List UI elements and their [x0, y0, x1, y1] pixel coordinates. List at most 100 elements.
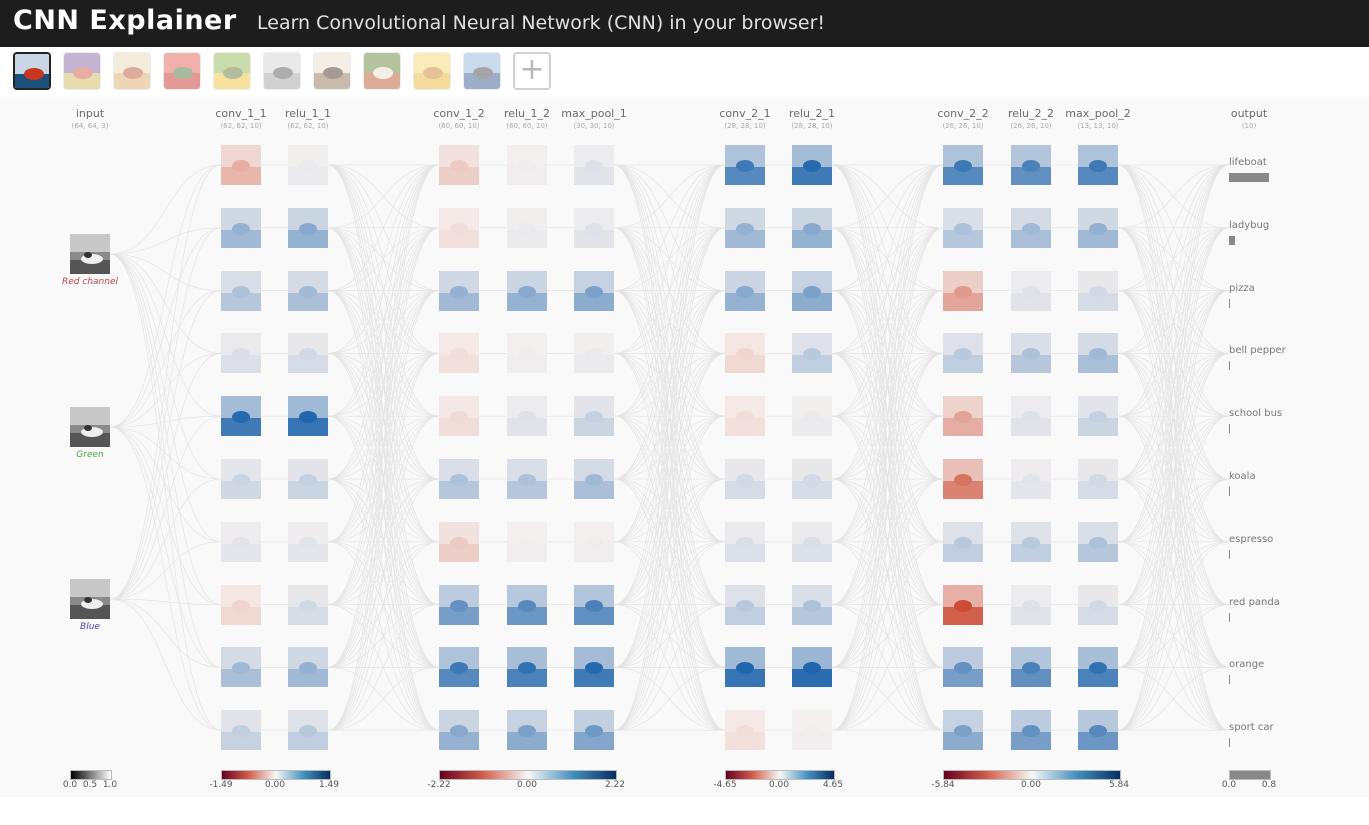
- feature-map-conv_2_1[interactable]: [725, 584, 765, 625]
- feature-map-relu_2_2[interactable]: [1011, 647, 1051, 688]
- layer-title-output[interactable]: output: [1230, 107, 1268, 120]
- feature-map-max_pool_1[interactable]: [574, 270, 614, 311]
- feature-map-relu_2_1[interactable]: [792, 333, 832, 374]
- feature-map-conv_2_2[interactable]: [943, 521, 983, 562]
- feature-map-relu_2_2[interactable]: [1011, 207, 1051, 248]
- feature-map-relu_2_2[interactable]: [1011, 584, 1051, 625]
- feature-map-conv_1_1[interactable]: [221, 459, 261, 499]
- output-label[interactable]: sport car: [1229, 722, 1274, 734]
- feature-map-conv_2_1[interactable]: [725, 521, 765, 562]
- feature-map-relu_1_1[interactable]: [288, 584, 328, 625]
- feature-map-relu_2_2[interactable]: [1011, 710, 1051, 751]
- feature-map-conv_2_1[interactable]: [725, 647, 765, 688]
- thumbnail-red-panda[interactable]: [363, 52, 401, 90]
- feature-map-max_pool_1[interactable]: [574, 333, 614, 374]
- feature-map-relu_1_1[interactable]: [288, 521, 328, 562]
- feature-map-max_pool_1[interactable]: [574, 145, 614, 185]
- output-label[interactable]: koala: [1229, 471, 1256, 482]
- feature-map-conv_1_2[interactable]: [439, 647, 479, 688]
- feature-map-conv_1_2[interactable]: [439, 270, 479, 311]
- feature-map-conv_2_1[interactable]: [725, 270, 765, 311]
- feature-map-relu_1_1[interactable]: [288, 396, 328, 437]
- feature-map-conv_1_2[interactable]: [439, 333, 479, 374]
- feature-map-relu_2_1[interactable]: [792, 584, 832, 625]
- feature-map-max_pool_1[interactable]: [574, 584, 614, 625]
- feature-map-relu_1_2[interactable]: [507, 396, 547, 437]
- feature-map-conv_2_2[interactable]: [943, 584, 983, 625]
- feature-map-relu_1_1[interactable]: [288, 270, 328, 311]
- feature-map-relu_2_1[interactable]: [792, 459, 832, 499]
- feature-map-relu_1_1[interactable]: [288, 207, 328, 248]
- feature-map-conv_1_1[interactable]: [221, 145, 261, 185]
- feature-map-relu_2_1[interactable]: [792, 396, 832, 437]
- feature-map-max_pool_2[interactable]: [1078, 584, 1118, 625]
- feature-map-conv_1_1[interactable]: [221, 521, 261, 562]
- layer-title-input[interactable]: input: [75, 107, 105, 120]
- feature-map-relu_2_1[interactable]: [792, 145, 832, 185]
- input-channel-map[interactable]: [70, 407, 110, 447]
- output-label[interactable]: school bus: [1229, 408, 1283, 420]
- feature-map-relu_2_1[interactable]: [792, 521, 832, 562]
- output-label[interactable]: red panda: [1229, 596, 1280, 608]
- feature-map-max_pool_1[interactable]: [574, 207, 614, 248]
- layer-title-conv_2_2[interactable]: conv_2_2: [937, 107, 989, 120]
- feature-map-conv_2_1[interactable]: [725, 207, 765, 248]
- thumbnail-ladybug[interactable]: [63, 52, 101, 90]
- input-channel-map[interactable]: [70, 234, 110, 274]
- feature-map-conv_1_1[interactable]: [221, 647, 261, 688]
- feature-map-max_pool_1[interactable]: [574, 710, 614, 751]
- feature-map-relu_1_2[interactable]: [507, 145, 547, 185]
- feature-map-relu_2_2[interactable]: [1011, 396, 1051, 437]
- layer-title-relu_2_1[interactable]: relu_2_1: [788, 107, 836, 120]
- input-channel-map[interactable]: [70, 579, 110, 619]
- feature-map-conv_2_2[interactable]: [943, 396, 983, 437]
- feature-map-relu_1_2[interactable]: [507, 521, 547, 562]
- layer-title-max_pool_2[interactable]: max_pool_2: [1065, 107, 1131, 120]
- output-label[interactable]: ladybug: [1229, 219, 1270, 231]
- thumbnail-lifeboat[interactable]: [13, 52, 51, 90]
- feature-map-relu_1_2[interactable]: [507, 647, 547, 688]
- feature-map-conv_1_2[interactable]: [439, 584, 479, 625]
- feature-map-max_pool_2[interactable]: [1078, 710, 1118, 751]
- output-label[interactable]: espresso: [1229, 533, 1274, 545]
- feature-map-conv_2_1[interactable]: [725, 333, 765, 374]
- output-label[interactable]: orange: [1229, 659, 1265, 671]
- feature-map-relu_2_1[interactable]: [792, 207, 832, 248]
- feature-map-conv_1_1[interactable]: [221, 270, 261, 311]
- app-logo[interactable]: CNN Explainer: [13, 5, 237, 36]
- feature-map-conv_2_2[interactable]: [943, 207, 983, 248]
- feature-map-max_pool_2[interactable]: [1078, 459, 1118, 499]
- feature-map-relu_2_2[interactable]: [1011, 270, 1051, 311]
- thumbnail-pizza[interactable]: [113, 52, 151, 90]
- layer-title-relu_1_1[interactable]: relu_1_1: [284, 107, 332, 120]
- feature-map-conv_2_1[interactable]: [725, 145, 765, 185]
- feature-map-relu_2_1[interactable]: [792, 647, 832, 688]
- feature-map-relu_1_2[interactable]: [507, 584, 547, 625]
- feature-map-relu_1_2[interactable]: [507, 710, 547, 751]
- feature-map-conv_1_2[interactable]: [439, 710, 479, 751]
- feature-map-conv_1_2[interactable]: [439, 145, 479, 185]
- feature-map-conv_2_1[interactable]: [725, 459, 765, 499]
- feature-map-conv_1_1[interactable]: [221, 710, 261, 751]
- feature-map-relu_1_2[interactable]: [507, 459, 547, 499]
- feature-map-relu_1_2[interactable]: [507, 207, 547, 248]
- thumbnail-orange[interactable]: [413, 52, 451, 90]
- feature-map-relu_2_2[interactable]: [1011, 521, 1051, 562]
- feature-map-max_pool_2[interactable]: [1078, 333, 1118, 374]
- feature-map-conv_2_2[interactable]: [943, 647, 983, 688]
- feature-map-conv_2_2[interactable]: [943, 270, 983, 311]
- feature-map-conv_1_2[interactable]: [439, 521, 479, 562]
- feature-map-max_pool_2[interactable]: [1078, 207, 1118, 248]
- feature-map-max_pool_2[interactable]: [1078, 521, 1118, 562]
- feature-map-relu_1_2[interactable]: [507, 270, 547, 311]
- feature-map-max_pool_2[interactable]: [1078, 145, 1118, 185]
- thumbnail-bell-pepper[interactable]: [163, 52, 201, 90]
- feature-map-relu_1_1[interactable]: [288, 145, 328, 185]
- feature-map-conv_1_1[interactable]: [221, 396, 261, 437]
- feature-map-conv_1_1[interactable]: [221, 207, 261, 248]
- feature-map-conv_1_1[interactable]: [221, 584, 261, 625]
- thumbnail-espresso[interactable]: [313, 52, 351, 90]
- feature-map-max_pool_1[interactable]: [574, 647, 614, 688]
- feature-map-relu_1_1[interactable]: [288, 459, 328, 499]
- feature-map-relu_1_1[interactable]: [288, 333, 328, 374]
